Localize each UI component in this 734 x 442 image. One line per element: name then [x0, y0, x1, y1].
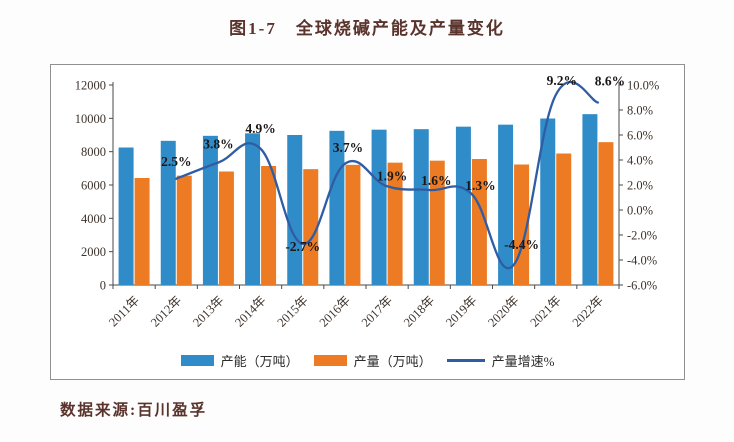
right-axis-label: 6.0% [627, 129, 653, 143]
capacity-bar [540, 118, 556, 285]
x-category-label: 2019年 [443, 293, 479, 329]
production-bar [134, 178, 150, 285]
right-axis-label: 10.0% [627, 79, 659, 93]
growth-point-label: -2.7% [285, 239, 320, 254]
production-bar [218, 171, 234, 285]
x-category-label: 2018年 [401, 293, 437, 329]
right-axis-label: -6.0% [627, 279, 657, 293]
capacity-bar [202, 135, 218, 285]
capacity-bar [245, 133, 261, 285]
production-bar [598, 142, 614, 285]
left-axis-label: 0 [100, 279, 106, 293]
left-axis-label: 6000 [81, 179, 106, 193]
growth-point-label: 4.9% [245, 121, 275, 136]
legend-label: 产能（万吨） [220, 354, 299, 369]
production-bar [345, 164, 361, 285]
left-axis-label: 4000 [81, 212, 106, 226]
x-category-label: 2013年 [190, 293, 226, 329]
capacity-bar [287, 135, 303, 285]
x-category-label: 2014年 [232, 293, 268, 329]
growth-point-label: 1.6% [421, 173, 451, 188]
legend-item: 产量增速% [446, 351, 555, 370]
right-axis-label: 4.0% [627, 154, 653, 168]
legend-bar-swatch [180, 355, 214, 366]
right-axis-label: 0.0% [627, 204, 653, 218]
right-axis-label: 2.0% [627, 179, 653, 193]
capacity-bar [371, 129, 387, 285]
growth-point-label: 8.6% [595, 74, 625, 89]
growth-point-label: 1.9% [377, 168, 407, 183]
x-category-label: 2012年 [148, 293, 184, 329]
legend-line-swatch [446, 359, 485, 362]
production-bar [556, 153, 572, 285]
legend-item: 产量（万吨） [313, 351, 432, 370]
growth-rate-line [175, 80, 600, 270]
capacity-bar [455, 126, 471, 285]
x-category-label: 2016年 [317, 293, 353, 329]
legend-item: 产能（万吨） [180, 351, 299, 370]
x-category-label: 2021年 [527, 293, 563, 329]
capacity-bar [413, 129, 429, 285]
capacity-bar [582, 114, 598, 285]
production-bar [303, 169, 319, 285]
growth-point-label: 3.7% [333, 140, 363, 155]
left-axis-label: 10000 [75, 112, 106, 126]
right-axis-label: 8.0% [627, 104, 653, 118]
combo-chart: 0 2000 4000 6000 8000 10000 12000 -6.0% -4.0% -2.… [75, 73, 660, 330]
growth-point-label: 3.8% [203, 137, 233, 152]
x-category-label: 2017年 [359, 293, 395, 329]
production-bar [176, 175, 192, 285]
chart-container: 0 2000 4000 6000 8000 10000 12000 -6.0% -4.0% -2.… [50, 64, 685, 380]
left-axis-label: 8000 [81, 145, 106, 159]
data-source: 数据来源:百川盈孚 [60, 402, 208, 419]
production-bar [429, 160, 445, 285]
production-bar [387, 162, 403, 285]
growth-point-label: 9.2% [547, 73, 577, 88]
capacity-bar [118, 147, 134, 285]
x-category-label: 2011年 [106, 293, 142, 329]
x-category-label: 2020年 [485, 293, 521, 329]
right-axis-label: -4.0% [627, 254, 657, 268]
x-category-label: 2015年 [274, 293, 310, 329]
left-axis-label: 12000 [75, 79, 106, 93]
x-category-label: 2022年 [570, 293, 606, 329]
legend-label: 产量（万吨） [353, 354, 432, 369]
growth-point-label: 1.3% [465, 178, 495, 193]
right-axis-label: -2.0% [627, 229, 657, 243]
growth-point-label: 2.5% [161, 154, 191, 169]
chart-legend: 产能（万吨） 产量（万吨） 产量增速% [51, 351, 684, 370]
chart-title: 图1-7 全球烧碱产能及产量变化 [229, 19, 505, 38]
capacity-bar [160, 140, 176, 285]
left-axis-label: 2000 [81, 245, 106, 259]
production-bar [471, 159, 487, 285]
legend-bar-swatch [313, 355, 347, 366]
legend-label: 产量增速% [491, 354, 555, 369]
growth-point-label: -4.4% [504, 237, 539, 252]
capacity-bar [498, 124, 514, 285]
production-bar [261, 166, 277, 285]
